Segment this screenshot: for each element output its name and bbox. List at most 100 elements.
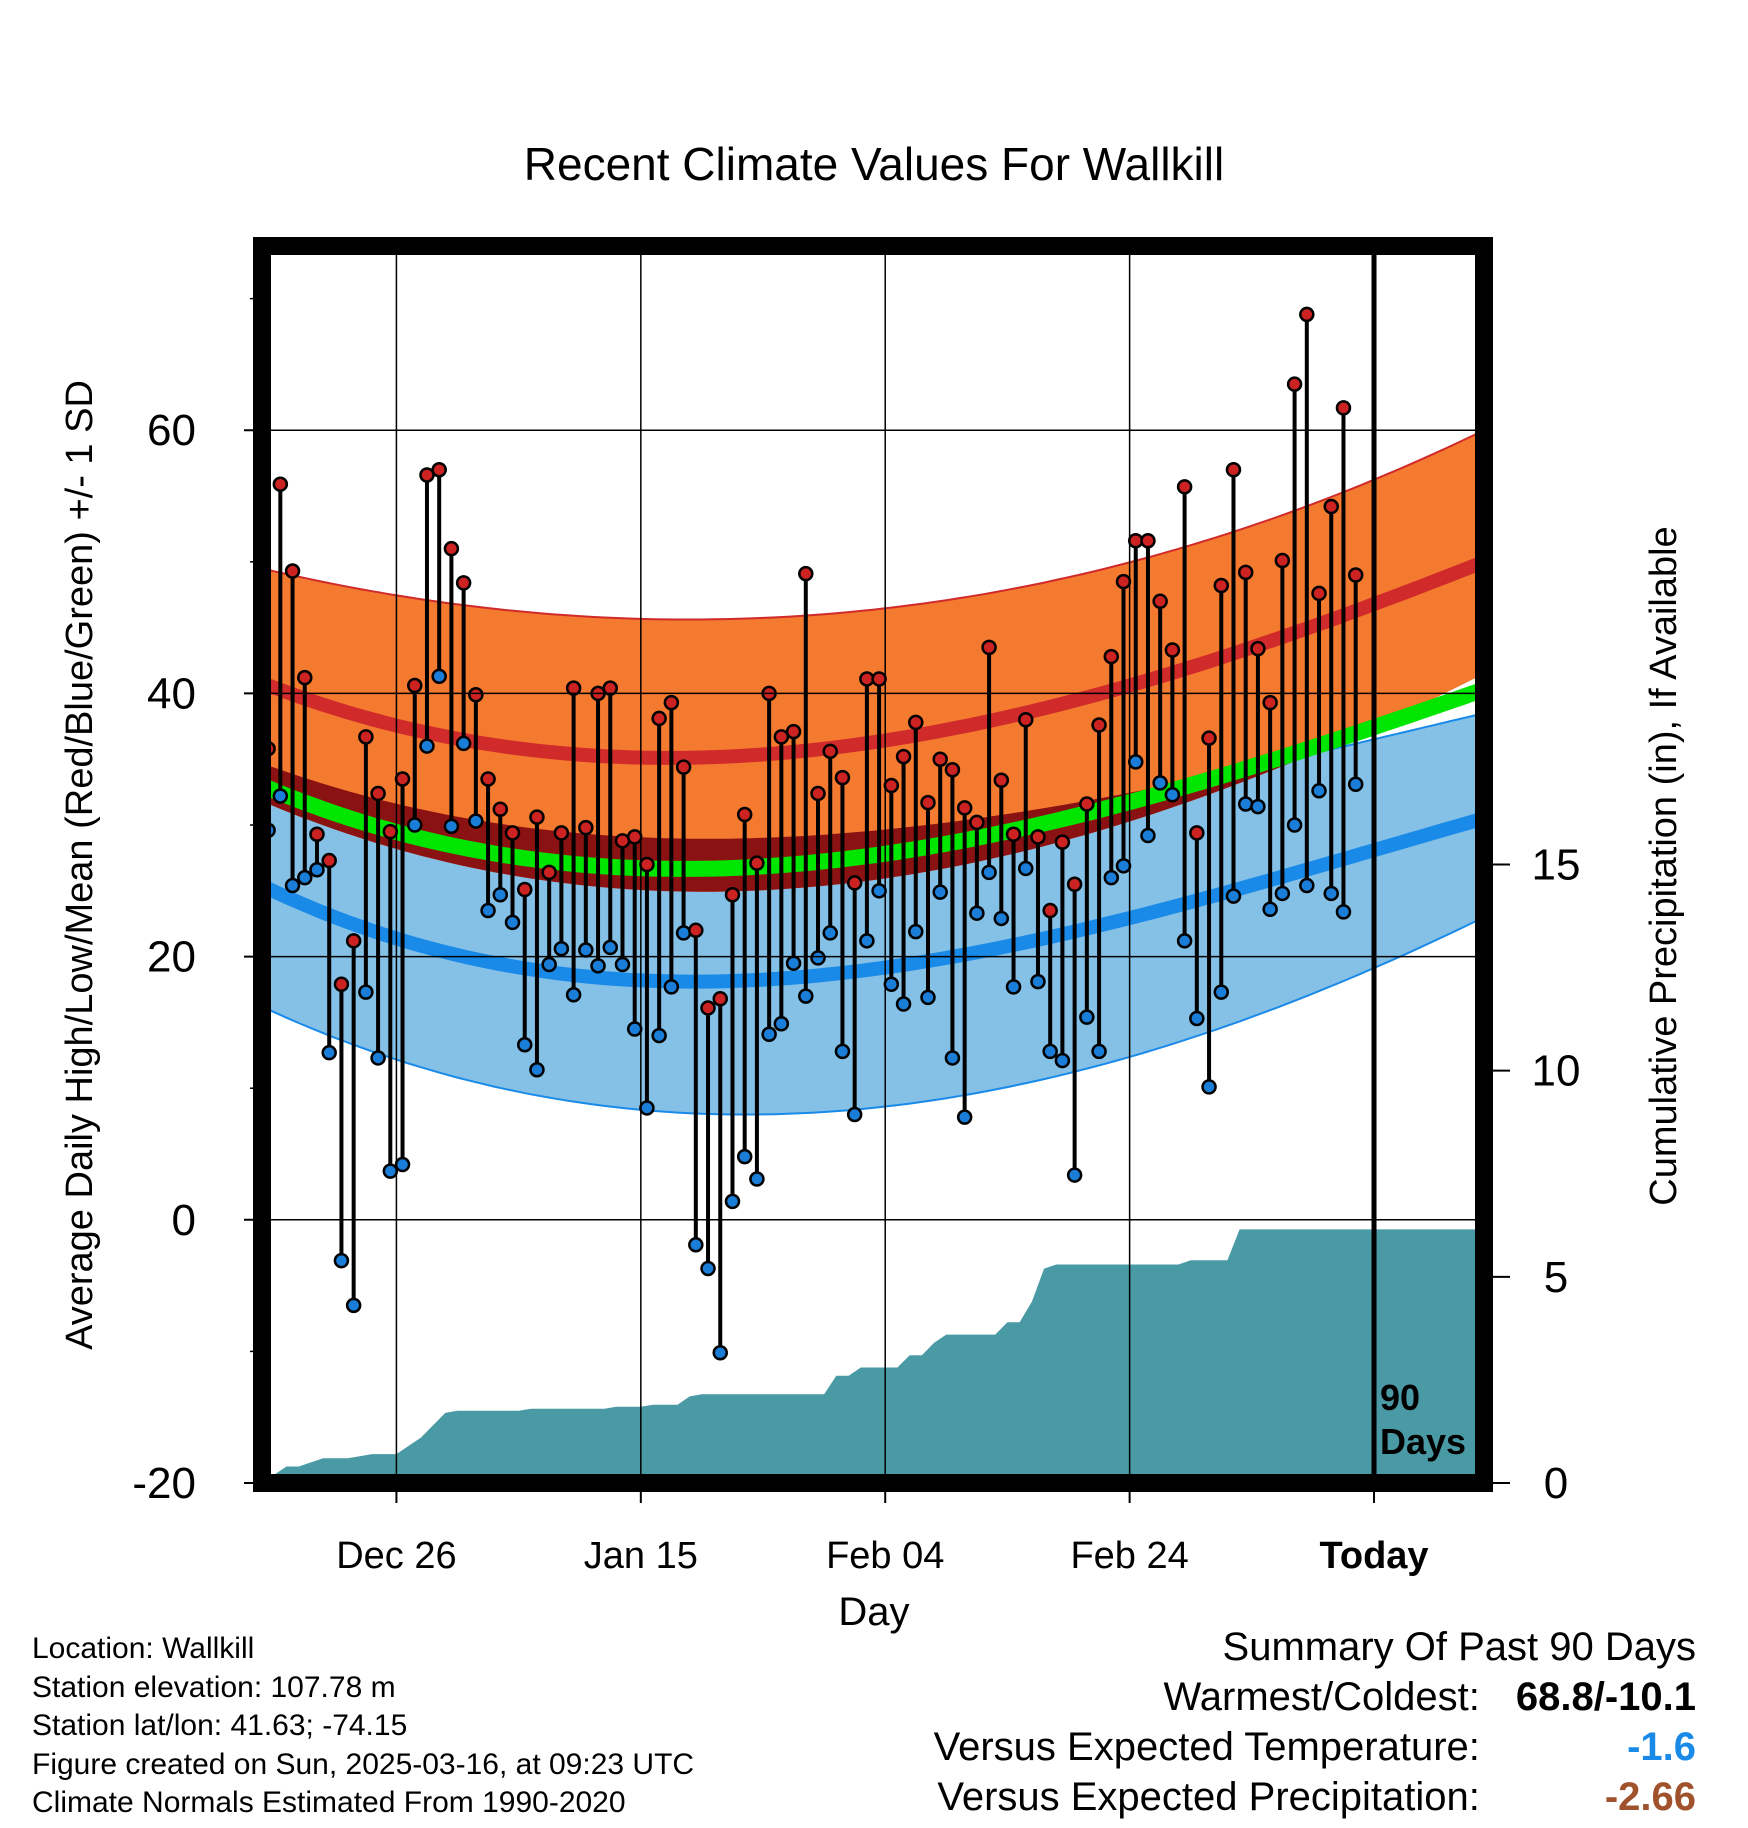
daily-low-point <box>920 989 936 1006</box>
precip-label: Versus Expected Precipitation: <box>937 1775 1480 1819</box>
daily-high-point <box>578 819 594 836</box>
normals-text: Climate Normals Estimated From 1990-2020 <box>32 1786 626 1819</box>
daily-low-point <box>1213 984 1230 1000</box>
daily-low-point <box>993 910 1010 927</box>
station-info: Location: Wallkill Station elevation: 10… <box>32 1630 694 1823</box>
daily-low-point <box>504 914 521 931</box>
daily-high-point <box>516 881 533 898</box>
daily-high-point <box>370 785 386 802</box>
daily-high-point <box>602 680 619 696</box>
daily-high-point <box>920 794 936 811</box>
daily-high-point <box>700 1000 716 1016</box>
daily-low-point <box>443 818 460 835</box>
daily-high-point <box>321 852 337 869</box>
y-tick-label: 40 <box>147 669 196 718</box>
x-tick-label: Feb 04 <box>826 1535 944 1577</box>
daily-low-point <box>1152 775 1168 791</box>
daily-high-point <box>1091 717 1107 733</box>
y-axis-label: Average Daily High/Low/Mean (Red/Blue/Gr… <box>59 380 101 1350</box>
daily-high-point <box>944 762 961 778</box>
daily-low-point <box>1189 1010 1205 1027</box>
x-tick-label: Dec 26 <box>336 1535 456 1577</box>
location-text: Location: Wallkill <box>32 1632 255 1665</box>
daily-high-point <box>333 976 350 993</box>
daily-low-point <box>846 1106 863 1123</box>
daily-high-point <box>1115 573 1132 590</box>
daily-high-point <box>407 677 423 694</box>
daily-low-point <box>516 1037 533 1053</box>
daily-low-point <box>333 1252 350 1269</box>
daily-high-point <box>932 751 948 767</box>
daily-high-point <box>871 671 887 687</box>
daily-observations <box>260 306 1364 1361</box>
y2-tick-label: 15 <box>1532 841 1581 890</box>
y2-axis-label: Cumulative Precipitation (in), If Availa… <box>1643 526 1685 1205</box>
latlon-text: Station lat/lon: 41.63; -74.15 <box>32 1709 408 1742</box>
daily-low-point <box>1335 904 1352 920</box>
daily-high-point <box>749 855 765 871</box>
daily-high-point <box>553 825 570 841</box>
daily-high-point <box>297 669 313 686</box>
summary-panel: Summary Of Past 90 Days Warmest/Coldest:… <box>934 1622 1696 1822</box>
daily-low-point <box>761 1026 777 1043</box>
daily-low-point <box>284 877 301 894</box>
warmest-value: 68.8/-10.1 <box>1515 1675 1696 1719</box>
daily-low-point <box>1030 973 1046 990</box>
daily-low-point <box>468 813 484 829</box>
daily-high-point <box>846 875 863 891</box>
y2-tick-label: 5 <box>1544 1253 1568 1302</box>
precip-value: -2.66 <box>1604 1775 1696 1819</box>
daily-low-point <box>675 925 692 941</box>
daily-low-point <box>1311 783 1327 799</box>
daily-low-point <box>859 933 875 949</box>
daily-high-point <box>1213 577 1230 594</box>
temp-label: Versus Expected Temperature: <box>933 1725 1480 1769</box>
daily-low-point <box>382 1163 399 1179</box>
normal-low-band <box>262 713 1484 1115</box>
daily-high-point <box>1225 461 1242 478</box>
daily-low-point <box>871 883 887 899</box>
daily-low-point <box>358 984 374 1000</box>
daily-low-point <box>321 1044 337 1061</box>
daily-low-point <box>944 1050 961 1066</box>
daily-high-point <box>895 748 912 765</box>
daily-low-point <box>1299 877 1315 894</box>
daily-low-point <box>724 1193 741 1210</box>
daily-high-point <box>651 710 667 727</box>
daily-low-point <box>297 869 313 886</box>
daily-high-point <box>1237 564 1254 581</box>
daily-low-point <box>1127 754 1144 770</box>
daily-low-point <box>626 1021 643 1037</box>
daily-high-point <box>1152 593 1168 610</box>
daily-high-point <box>565 680 582 696</box>
daily-low-point <box>663 979 680 995</box>
x-tick-label: Today <box>1319 1535 1428 1577</box>
daily-low-point <box>1323 885 1339 902</box>
daily-low-point <box>932 884 948 900</box>
daily-high-point <box>798 565 814 582</box>
daily-low-point <box>1103 869 1120 886</box>
daily-low-point <box>651 1027 667 1044</box>
y-tick-label: 0 <box>172 1196 196 1245</box>
daily-low-point <box>1250 798 1266 815</box>
daily-low-point <box>736 1148 753 1165</box>
daily-high-point <box>1030 829 1046 845</box>
daily-low-point <box>749 1171 765 1187</box>
daily-low-point <box>602 939 619 956</box>
daily-high-point <box>663 694 680 711</box>
daily-high-point <box>1262 694 1278 711</box>
daily-low-point <box>712 1344 728 1361</box>
today-days-label: 90 Days <box>1380 1377 1466 1462</box>
daily-low-point <box>1274 885 1291 902</box>
created-text: Figure created on Sun, 2025-03-16, at 09… <box>32 1747 695 1781</box>
axes: -20 0 20 40 60 0 5 10 15 Dec 26 Jan 15 Feb 04 Feb 24… <box>132 297 1581 1577</box>
daily-high-point <box>956 800 973 816</box>
daily-high-point <box>480 771 496 787</box>
daily-high-point <box>358 729 374 745</box>
daily-high-point <box>431 461 447 478</box>
daily-low-point <box>370 1050 386 1066</box>
daily-high-point <box>443 540 460 557</box>
daily-high-point <box>1189 825 1205 841</box>
daily-high-point <box>541 864 557 881</box>
